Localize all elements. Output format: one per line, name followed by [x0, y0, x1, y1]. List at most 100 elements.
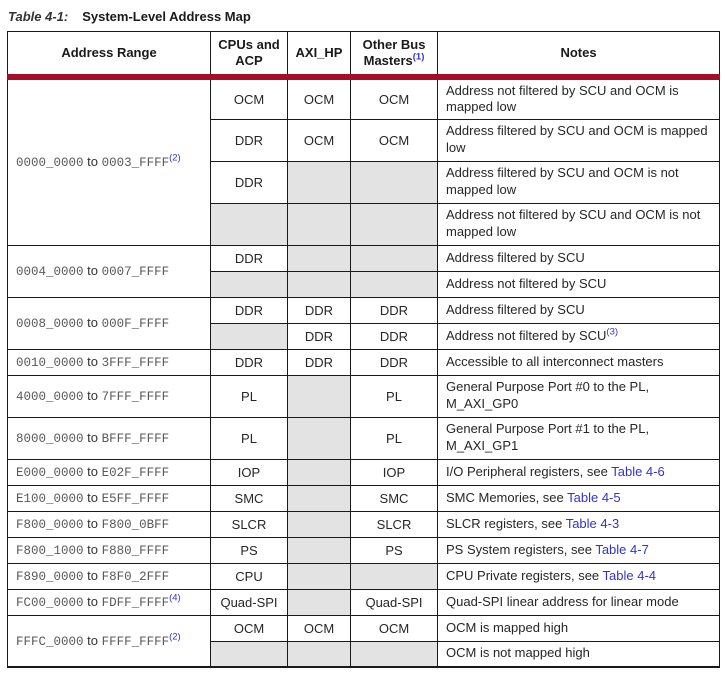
cell-cpus-shaded	[210, 270, 288, 298]
cell-axi-shaded	[287, 588, 351, 616]
address-start: 4000_0000	[16, 390, 84, 404]
column-header-label: AXI_HP	[295, 44, 343, 60]
table-row: FFFC_0000 to FFFF_FFFF(2) OCM OCM OCM OCM is…	[7, 614, 720, 668]
notes-cell: Address not filtered by SCU and OCM is m…	[437, 76, 720, 120]
cell-axi-shaded	[287, 510, 351, 538]
address-start: 0008_0000	[16, 317, 84, 331]
cell-axi-shaded	[287, 484, 351, 512]
cell-cpus-shaded	[210, 640, 288, 668]
address-range-cell: E100_0000 to E5FF_FFFF	[7, 484, 211, 512]
notes-cell: Address filtered by SCU and OCM is not m…	[437, 160, 720, 204]
notes-cell: Address filtered by SCU	[437, 244, 720, 272]
cell-axi-shaded	[287, 244, 351, 272]
cell-axi-shaded	[287, 270, 351, 298]
address-to-word: to	[83, 388, 102, 403]
cell-axi-shaded	[287, 458, 351, 486]
address-to-word: to	[83, 464, 102, 479]
address-to-word: to	[83, 632, 102, 648]
address-start: E000_0000	[16, 466, 84, 480]
table-row: Address not filtered by SCU	[8, 270, 720, 298]
cell-cpus-shaded	[210, 322, 288, 350]
table-row: E000_0000 to E02F_FFFF IOP IOP I/O Peripher…	[7, 458, 720, 486]
notes-cell: PS System registers, see Table 4-7	[437, 536, 720, 564]
notes-cell: Address filtered by SCU and OCM is mappe…	[437, 118, 720, 162]
notes-cell: General Purpose Port #0 to the PL, M_AXI…	[437, 374, 720, 418]
note-text: General Purpose Port #0 to the PL, M_AXI…	[446, 379, 650, 411]
address-to-word: to	[83, 263, 102, 278]
cell-axi: OCM	[287, 118, 351, 162]
column-header-label: Notes	[560, 44, 597, 60]
cell-axi: DDR	[287, 296, 351, 324]
cell-obm: DDR	[350, 348, 438, 376]
address-to-word: to	[83, 490, 102, 505]
address-start: FFFC_0000	[16, 634, 84, 649]
table-number-label: Table 4-1:	[8, 9, 69, 24]
table-row: 0008_0000 to 000F_FFFF DDR DDR DDR Address f…	[7, 296, 720, 350]
address-to-word: to	[83, 516, 102, 531]
cell-obm: DDR	[350, 296, 438, 324]
footnote-ref[interactable]: (2)	[169, 631, 181, 643]
column-header: Notes	[437, 31, 720, 80]
notes-cell: Accessible to all interconnect masters	[437, 348, 720, 376]
address-to-word: to	[83, 315, 102, 330]
cell-axi-shaded	[287, 536, 351, 564]
footnote-ref[interactable]: (2)	[169, 152, 181, 164]
notes-cell: Quad-SPI linear address for linear mode	[437, 588, 720, 616]
footnote-ref[interactable]: (4)	[169, 592, 181, 604]
cell-cpus: PS	[210, 536, 288, 564]
table-row: 4000_0000 to 7FFF_FFFF PL PL General Purpos…	[7, 374, 720, 418]
address-start: E100_0000	[16, 492, 84, 506]
cell-obm-shaded	[350, 640, 438, 668]
note-text: Accessible to all interconnect masters	[446, 353, 664, 369]
table-link[interactable]: Table 4-4	[602, 567, 657, 583]
note-text: Address not filtered by SCU and OCM is m…	[446, 82, 679, 115]
note-text: Address filtered by SCU	[446, 301, 585, 317]
footnote-ref[interactable]: (3)	[606, 326, 619, 338]
table-row: DDR OCM OCM Address filtered by SCU and OCM…	[8, 118, 720, 162]
address-end: F880_FFFF	[101, 544, 170, 558]
table-link[interactable]: Table 4-5	[567, 489, 621, 505]
address-start: 8000_0000	[16, 432, 84, 446]
address-to-word: to	[83, 430, 102, 445]
table-row: F800_1000 to F880_FFFF PS PS PS System regi…	[7, 536, 720, 564]
notes-cell: Address filtered by SCU	[437, 296, 720, 324]
note-text: OCM is mapped high	[446, 619, 569, 635]
address-end: F8F0_2FFF	[101, 570, 170, 584]
table-link[interactable]: Table 4-3	[565, 515, 620, 531]
address-range-cell: 0008_0000 to 000F_FFFF	[7, 296, 211, 350]
address-range-cell: F800_0000 to F800_0BFF	[7, 510, 211, 538]
footnote-ref[interactable]: (1)	[412, 51, 425, 63]
cell-obm: PL	[350, 416, 438, 460]
table-link[interactable]: Table 4-7	[595, 541, 649, 557]
address-range-cell: E000_0000 to E02F_FFFF	[7, 458, 211, 486]
header-row: Address Range CPUs and ACP AXI_HP Other Bus…	[7, 31, 720, 80]
table-link[interactable]: Table 4-6	[611, 463, 665, 479]
note-text: OCM is not mapped high	[446, 645, 590, 661]
cell-axi: OCM	[287, 614, 351, 642]
cell-cpus: OCM	[210, 76, 288, 120]
note-text: CPU Private registers, see	[446, 567, 603, 583]
notes-cell: SLCR registers, see Table 4-3	[437, 510, 720, 538]
address-end: FFFF_FFFF	[101, 634, 170, 649]
cell-cpus: PL	[210, 416, 288, 460]
note-text: Address filtered by SCU and OCM is not m…	[446, 165, 679, 197]
note-text: Address not filtered by SCU	[446, 327, 607, 343]
address-range-cell: 0000_0000 to 0003_FFFF(2)	[7, 76, 211, 246]
address-start: 0004_0000	[16, 265, 84, 279]
address-map-table: Address Range CPUs and ACP AXI_HP Other Bus…	[7, 31, 720, 668]
address-start: FC00_0000	[16, 596, 84, 610]
cell-obm: SMC	[350, 484, 438, 512]
cell-cpus: DDR	[210, 348, 288, 376]
cell-obm-shaded	[350, 160, 438, 204]
address-end: 3FFF_FFFF	[101, 356, 170, 370]
note-text: SLCR registers, see	[446, 515, 566, 531]
address-end: E5FF_FFFF	[101, 492, 170, 506]
column-header: CPUs and ACP	[210, 31, 288, 80]
table-title: Table 4-1: System-Level Address Map	[8, 9, 727, 24]
table-row: F890_0000 to F8F0_2FFF CPU CPU Private reg…	[7, 562, 720, 590]
address-range-cell: F890_0000 to F8F0_2FFF	[7, 562, 211, 590]
address-range-cell: F800_1000 to F880_FFFF	[7, 536, 211, 564]
cell-obm: SLCR	[350, 510, 438, 538]
table-row: 0004_0000 to 0007_FFFF DDR Address filtere…	[7, 244, 720, 298]
column-header-label: Address Range	[61, 44, 157, 60]
